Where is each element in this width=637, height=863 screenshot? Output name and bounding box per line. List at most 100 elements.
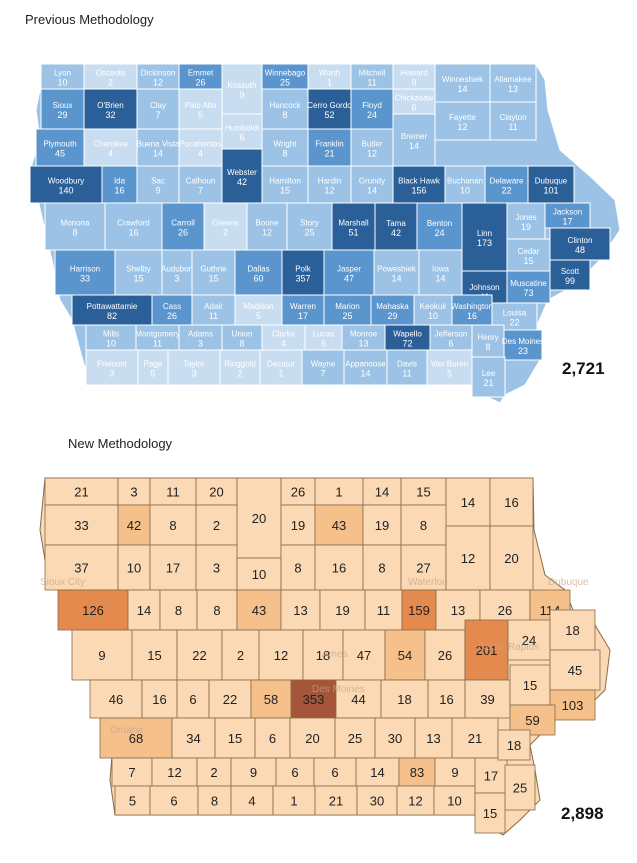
prev-county-value: 99 <box>565 276 575 286</box>
prev-county-value: 12 <box>262 228 272 238</box>
prev-county-name: Decatur <box>267 360 295 369</box>
prev-county-value: 25 <box>280 78 290 88</box>
prev-county-value: 42 <box>237 177 247 187</box>
prev-county-value: 14 <box>153 149 163 159</box>
prev-county-value: 14 <box>409 141 419 151</box>
new-county-30: 20 <box>489 525 534 591</box>
prev-county-value: 10 <box>460 186 470 196</box>
prev-county-name: Kossuth <box>228 81 257 90</box>
new-county-62: 18 <box>380 679 429 719</box>
new-county-value: 18 <box>397 692 411 707</box>
prev-county-value: 24 <box>367 110 377 120</box>
new-county-value: 8 <box>294 561 301 576</box>
prev-county-value: 10 <box>57 78 67 88</box>
new-county-value: 12 <box>461 551 475 566</box>
new-county-value: 43 <box>332 518 346 533</box>
new-county-value: 12 <box>408 794 422 809</box>
new-county-60: 353 <box>290 679 337 719</box>
new-county-value: 5 <box>129 794 136 809</box>
prev-county-name: Lee <box>482 369 496 378</box>
new-county-value: 10 <box>252 567 266 582</box>
new-county-value: 46 <box>109 692 123 707</box>
new-county-77: 59 <box>509 704 556 736</box>
prev-county-value: 140 <box>58 186 73 196</box>
prev-county-name: Delaware <box>490 177 524 186</box>
prev-county-value: 60 <box>253 274 263 284</box>
new-county-value: 26 <box>438 648 452 663</box>
prev-county-value: 13 <box>508 84 518 94</box>
prev-county-value: 8 <box>239 339 244 349</box>
prev-county-name: Marion <box>335 302 359 311</box>
new-county-70: 15 <box>214 717 256 759</box>
prev-county-name: Guthrie <box>200 265 227 274</box>
prev-county-value: 6 <box>411 103 416 113</box>
prev-county-value: 7 <box>198 186 203 196</box>
new-county-53: 24 <box>507 619 551 661</box>
new-county-value: 12 <box>167 765 181 780</box>
new-county-93: 1 <box>272 785 316 816</box>
prev-county-value: 12 <box>457 122 467 132</box>
prev-county-name: Harrison <box>70 265 100 274</box>
new-county-value: 4 <box>248 794 255 809</box>
new-county-26: 16 <box>314 544 364 591</box>
new-county-value: 15 <box>416 485 430 500</box>
prev-county-value: 101 <box>543 186 558 196</box>
prev-county-name: Monona <box>61 219 90 228</box>
prev-county-name: Jones <box>515 213 536 222</box>
prev-county-value: 47 <box>344 274 354 284</box>
new-county-value: 42 <box>127 518 141 533</box>
prev-county-name: Louisa <box>503 309 527 318</box>
new-county-54: 18 <box>549 609 596 651</box>
new-county-25: 8 <box>280 544 316 591</box>
prev-county-value: 82 <box>107 311 117 321</box>
prev-county-value: 3 <box>174 274 179 284</box>
new-county-value: 12 <box>274 648 288 663</box>
prev-county-name: Clinton <box>568 236 593 245</box>
prev-county-name: Hamilton <box>269 177 301 186</box>
new-county-82: 6 <box>275 757 315 787</box>
prev-county-value: 6 <box>239 133 244 143</box>
new-county-78: 7 <box>111 757 153 787</box>
new-county-value: 39 <box>480 692 494 707</box>
new-county-value: 6 <box>170 794 177 809</box>
prev-county-name: Muscatine <box>510 279 547 288</box>
new-county-value: 59 <box>525 713 539 728</box>
prev-county-name: Washington <box>451 302 493 311</box>
prev-county-name: Montgomery <box>135 330 179 339</box>
city-overlay-label-dubuque: Dubuque <box>548 577 589 588</box>
new-county-value: 8 <box>211 794 218 809</box>
new-county-71: 6 <box>254 717 291 759</box>
new-county-18: 19 <box>362 504 402 546</box>
prev-county-value: 17 <box>562 217 572 227</box>
new-county-value: 25 <box>513 781 527 796</box>
new-county-56: 16 <box>141 679 178 719</box>
prev-county-name: Franklin <box>315 140 343 149</box>
prev-county-name: Buena Vista <box>137 140 181 149</box>
new-county-value: 7 <box>128 765 135 780</box>
new-county-4: 20 <box>195 477 238 506</box>
new-county-value: 10 <box>127 561 141 576</box>
new-county-88: 18 <box>497 729 531 761</box>
prev-county-value: 3 <box>191 369 196 379</box>
prev-county-name: Crawford <box>117 219 149 228</box>
